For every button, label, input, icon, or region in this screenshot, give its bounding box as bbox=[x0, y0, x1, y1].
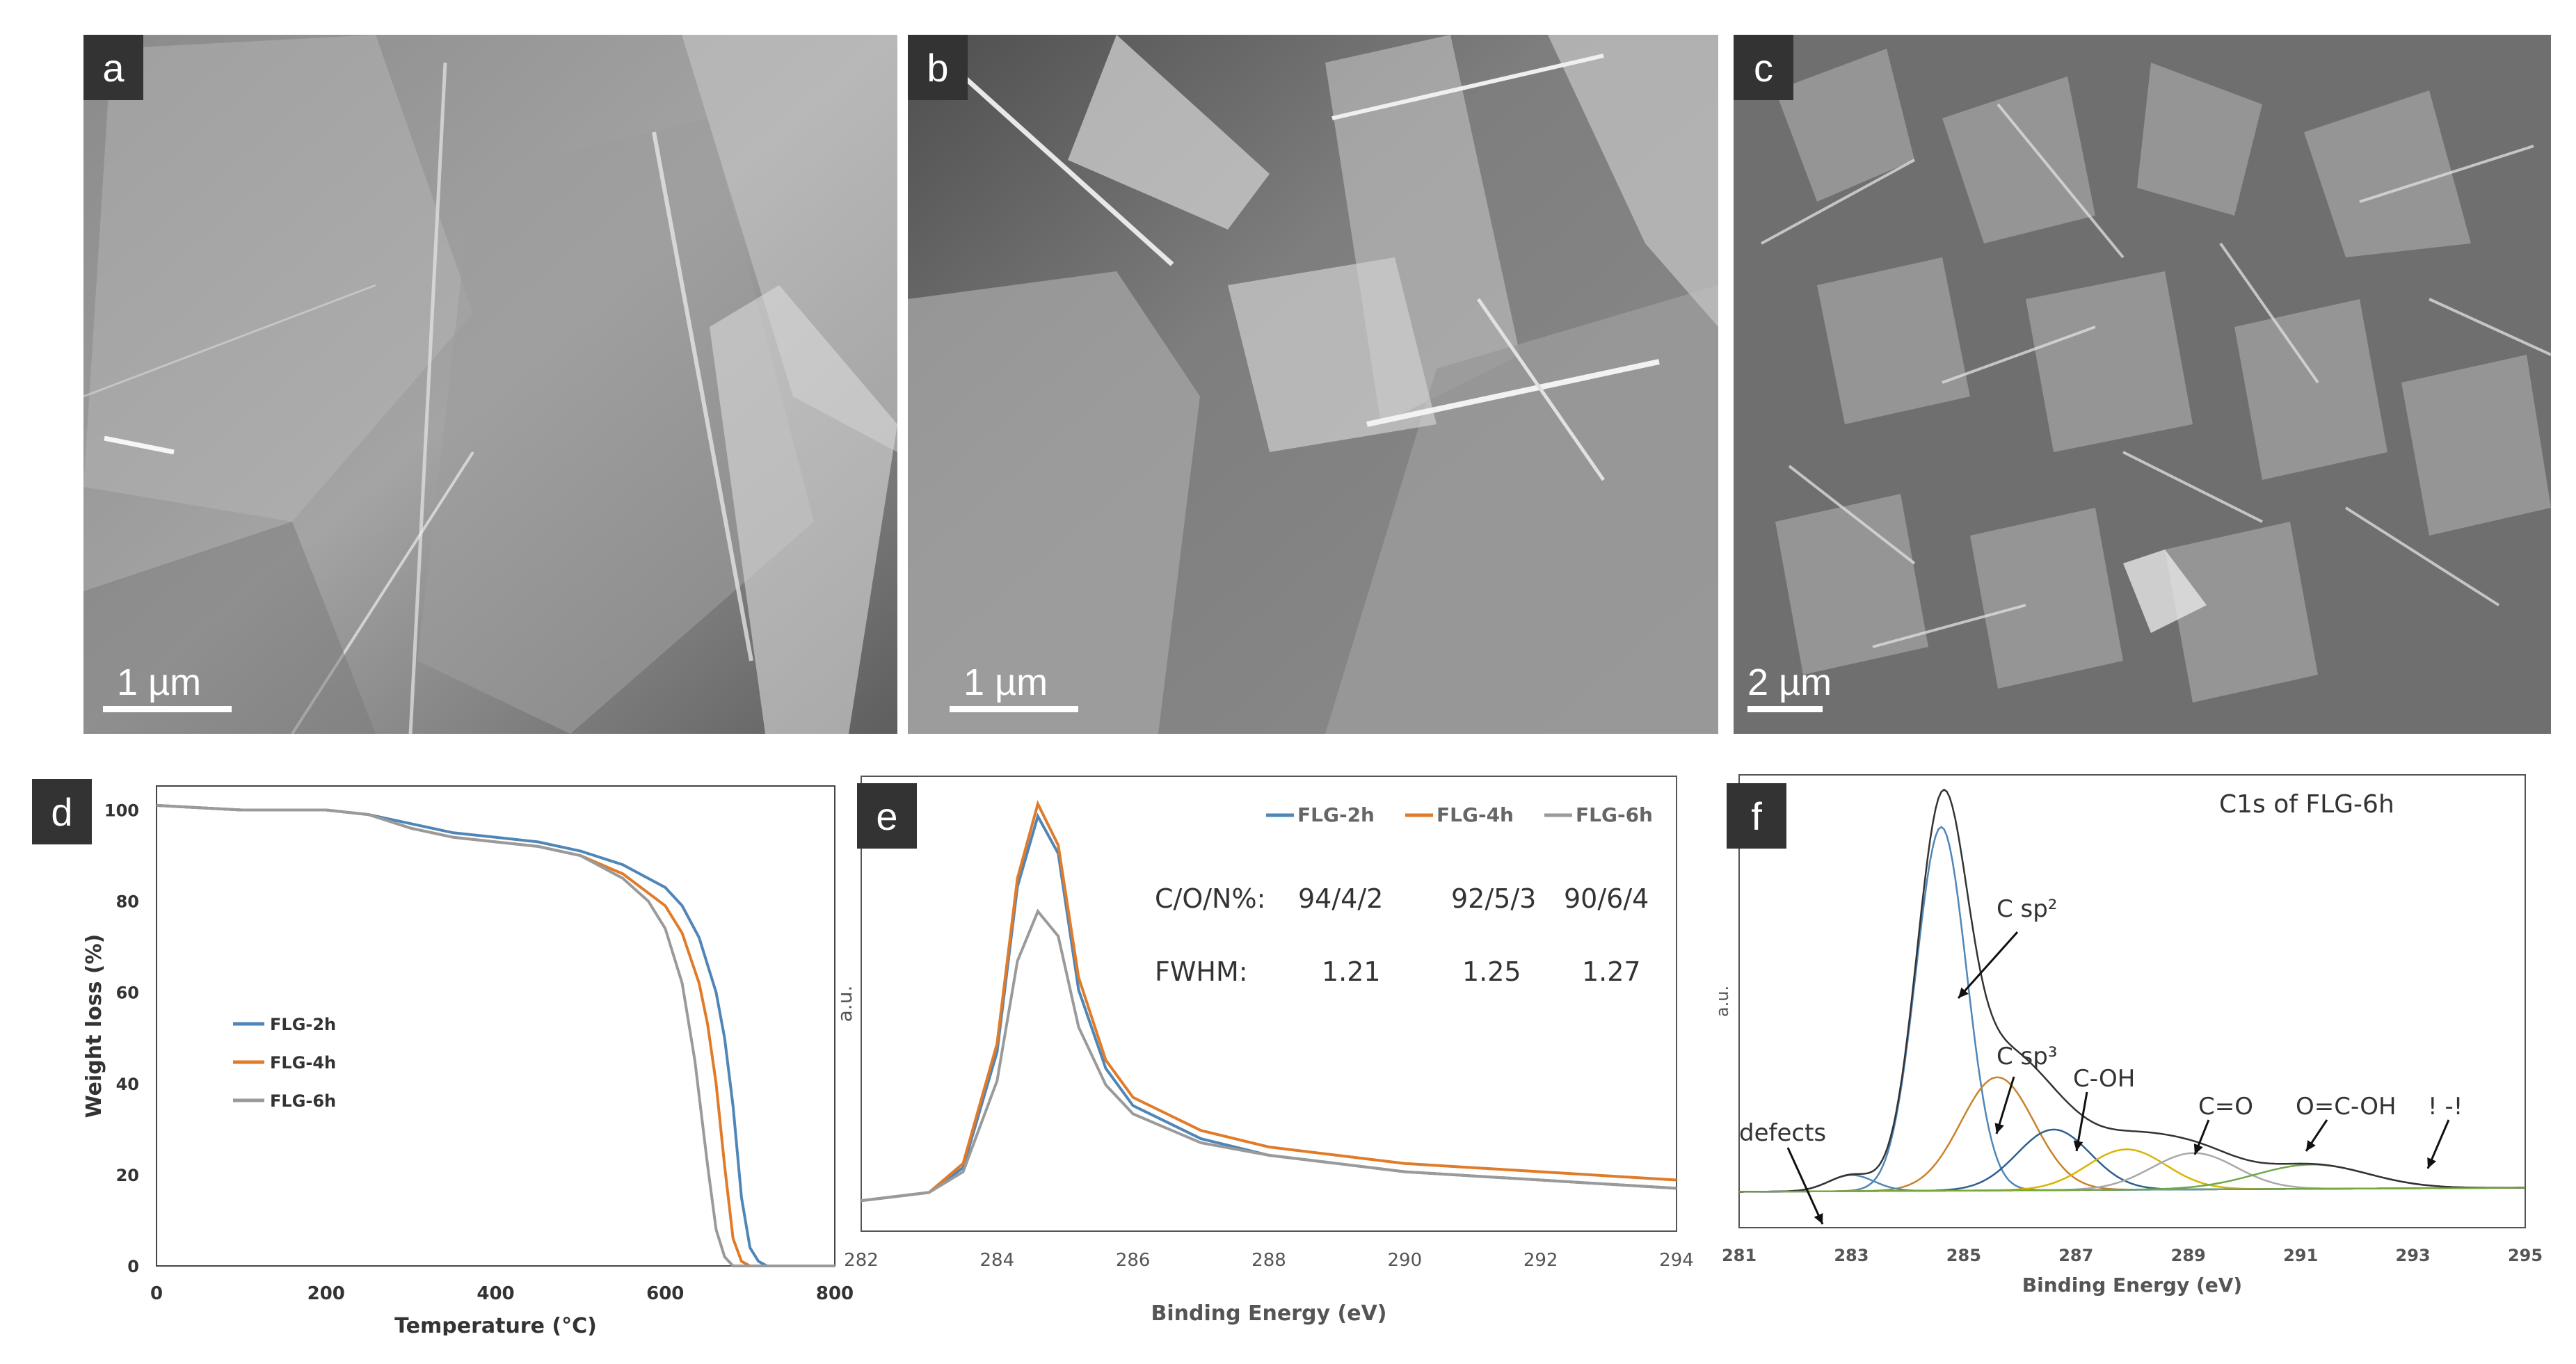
annotation-label: O=C-OH bbox=[2296, 1093, 2397, 1121]
annotation-arrow-csp3-head bbox=[1994, 1123, 2004, 1134]
y-axis-label-f: a.u. bbox=[1718, 986, 1732, 1017]
y-axis-label-d: Weight loss (%) bbox=[82, 934, 106, 1118]
scale-bar-a bbox=[103, 706, 232, 712]
x-tick-label-e: 284 bbox=[980, 1250, 1015, 1271]
series-line-flg-6h bbox=[861, 908, 1677, 1203]
y-tick-label-d: 40 bbox=[116, 1075, 139, 1094]
annotation-label: C=O bbox=[2198, 1093, 2253, 1121]
chart-f-c1s: 281 283 285 287 289 291 293 295 Binding Energy (… bbox=[1718, 774, 2543, 1297]
x-tick-label-e: 294 bbox=[1659, 1250, 1694, 1271]
annotation-arrow-csp2-head bbox=[1958, 987, 1969, 998]
x-tick-label-f: 291 bbox=[2283, 1246, 2318, 1265]
x-tick-label-d: 600 bbox=[646, 1283, 684, 1304]
sem-image-b: b 1 µm bbox=[908, 35, 1718, 734]
y-axis-label-e: a.u. bbox=[835, 986, 856, 1022]
series-line-flg-2h bbox=[861, 812, 1677, 1203]
table-row1-value: 92/5/3 bbox=[1451, 883, 1536, 914]
table-row1-value: 94/4/2 bbox=[1298, 883, 1383, 914]
table-row1-value: 90/6/4 bbox=[1564, 883, 1649, 914]
envelope-curve bbox=[1739, 788, 2526, 1193]
x-tick-label-f: 281 bbox=[1722, 1246, 1757, 1265]
y-tick-label-d: 80 bbox=[116, 892, 139, 912]
annotation-arrow-coh-head bbox=[2073, 1140, 2083, 1151]
x-tick-label-d: 200 bbox=[307, 1283, 345, 1304]
legend-label-flg-4h: FLG-4h bbox=[270, 1053, 336, 1073]
x-tick-label-f: 283 bbox=[1834, 1246, 1869, 1265]
annotation-label: defects bbox=[1739, 1119, 1826, 1147]
x-tick-label-e: 286 bbox=[1116, 1250, 1151, 1271]
legend-label-flg-4h: FLG-4h bbox=[1437, 803, 1514, 826]
plot-frame-f bbox=[1738, 774, 2526, 1228]
annotation-label: C-OH bbox=[2073, 1065, 2135, 1093]
table-row2-value: 1.25 bbox=[1462, 956, 1521, 987]
chart-d-tga: 0 200 400 600 800 0 20 40 60 80 100 Temperature (°C… bbox=[82, 785, 854, 1335]
panel-label-c: c bbox=[1734, 35, 1793, 100]
table-row2-label: FWHM: bbox=[1155, 956, 1248, 987]
series-line-flg-4h bbox=[861, 800, 1677, 1203]
annotation-label: C sp² bbox=[1997, 895, 2057, 923]
scale-bar-label-a: 1 µm bbox=[117, 661, 202, 703]
plot-frame-e bbox=[861, 776, 1677, 1232]
chart-e-xps: 282 284 286 288 290 292 294 Binding Energy (eV)… bbox=[835, 776, 1694, 1326]
x-tick-label-d: 800 bbox=[816, 1283, 854, 1304]
scale-bar-c bbox=[1747, 706, 1823, 712]
x-tick-label-f: 285 bbox=[1946, 1246, 1981, 1265]
scale-bar-label-c: 2 µm bbox=[1747, 661, 1832, 703]
chart-title-f: C1s of FLG-6h bbox=[2219, 790, 2394, 819]
x-tick-label-d: 0 bbox=[150, 1283, 163, 1304]
sem-image-a: a 1 µm bbox=[83, 35, 897, 734]
y-tick-label-d: 60 bbox=[116, 984, 139, 1003]
x-tick-label-f: 289 bbox=[2171, 1246, 2206, 1265]
annotation-label: C sp³ bbox=[1997, 1043, 2057, 1070]
component-curve bbox=[1739, 1148, 2525, 1193]
annotation-arrow-ocoh-head bbox=[2306, 1140, 2316, 1151]
y-tick-label-d: 20 bbox=[116, 1166, 139, 1185]
plot-frame-d bbox=[156, 785, 835, 1267]
x-tick-label-f: 293 bbox=[2396, 1246, 2431, 1265]
panel-label-a: a bbox=[83, 35, 143, 100]
x-tick-label-f: 287 bbox=[2058, 1246, 2093, 1265]
scale-bar-label-b: 1 µm bbox=[963, 661, 1048, 703]
x-tick-label-d: 400 bbox=[477, 1283, 514, 1304]
annotation-arrow-csp2 bbox=[1957, 931, 2019, 1000]
annotation-arrow-defects bbox=[1786, 1147, 1824, 1225]
annotation-arrow-co-head bbox=[2193, 1144, 2203, 1155]
y-tick-label-d: 100 bbox=[104, 801, 139, 821]
legend-label-flg-6h: FLG-6h bbox=[270, 1091, 336, 1111]
series-line-flg-6h bbox=[156, 803, 835, 1267]
x-axis-label-e: Binding Energy (eV) bbox=[1151, 1301, 1387, 1326]
annotation-label: ! -! bbox=[2428, 1093, 2463, 1121]
table-row1-label: C/O/N%: bbox=[1155, 883, 1265, 914]
panel-label-e: e bbox=[857, 783, 917, 849]
table-row2-value: 1.27 bbox=[1582, 956, 1641, 987]
component-curve bbox=[1739, 1152, 2525, 1193]
x-tick-label-e: 292 bbox=[1523, 1250, 1558, 1271]
x-tick-label-e: 288 bbox=[1251, 1250, 1286, 1271]
x-tick-label-e: 282 bbox=[844, 1250, 879, 1271]
x-axis-label-d: Temperature (°C) bbox=[394, 1314, 597, 1335]
annotation-arrow-pipi-head bbox=[2427, 1157, 2437, 1169]
x-tick-label-f: 295 bbox=[2508, 1246, 2543, 1265]
panel-label-f: f bbox=[1727, 783, 1786, 849]
x-tick-label-e: 290 bbox=[1388, 1250, 1423, 1271]
series-line-flg-4h bbox=[156, 803, 835, 1267]
legend-label-flg-2h: FLG-2h bbox=[270, 1015, 336, 1034]
x-axis-label-f: Binding Energy (eV) bbox=[2022, 1274, 2242, 1297]
panel-label-d: d bbox=[32, 779, 92, 844]
table-row2-value: 1.21 bbox=[1322, 956, 1381, 987]
series-line-flg-2h bbox=[156, 803, 835, 1267]
panel-label-b: b bbox=[908, 35, 968, 100]
sem-image-c: c 2 µm bbox=[1734, 35, 2551, 734]
y-tick-label-d: 0 bbox=[127, 1257, 139, 1276]
annotation-arrow-defects-head bbox=[1814, 1213, 1823, 1224]
component-curve bbox=[1739, 826, 2525, 1193]
legend-label-flg-2h: FLG-2h bbox=[1297, 803, 1375, 826]
scale-bar-b bbox=[950, 706, 1078, 712]
baseline bbox=[1738, 1187, 2526, 1193]
legend-label-flg-6h: FLG-6h bbox=[1576, 803, 1653, 826]
